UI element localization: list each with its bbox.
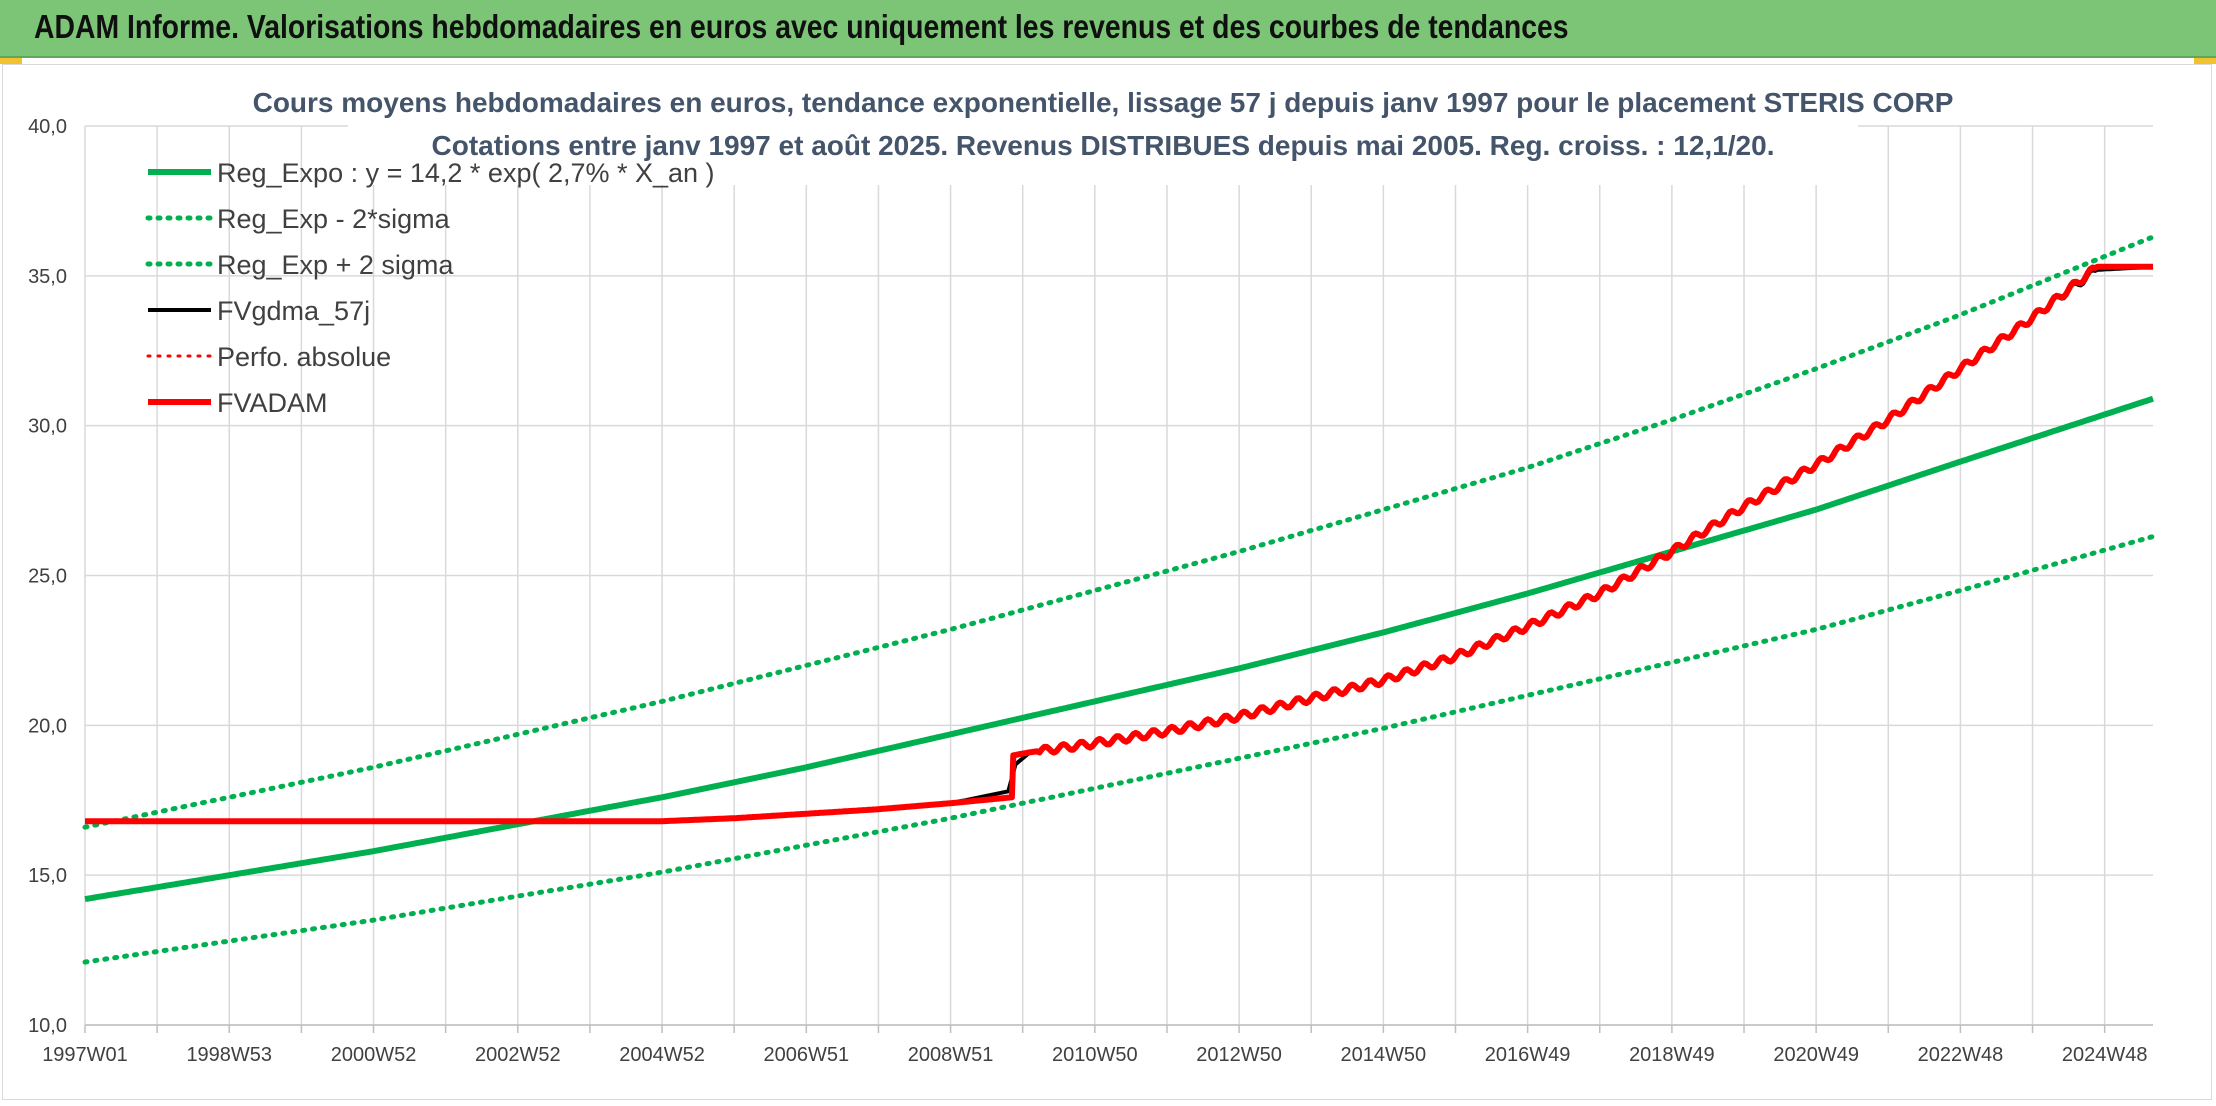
x-tick-label: 1998W53 — [186, 1044, 272, 1066]
x-tick-label: 2018W49 — [1629, 1044, 1715, 1066]
y-tick-label: 25,0 — [28, 566, 67, 588]
chart-title-background — [348, 77, 1858, 185]
y-tick-label: 20,0 — [28, 715, 67, 737]
chart: 10,0 15,0 20,0 25,0 30,0 35,0 40,0 1997W01 1998W… — [28, 77, 2156, 1066]
chart-frame: 10,0 15,0 20,0 25,0 30,0 35,0 40,0 1997W01 1998W… — [2, 64, 2212, 1100]
legend-label-3: FVgdma_57j — [217, 296, 370, 326]
corner-marker-left — [0, 58, 22, 64]
axes: 10,0 15,0 20,0 25,0 30,0 35,0 40,0 1997W01 1998W… — [28, 116, 2153, 1066]
chart-title-line1: Cours moyens hebdomadaires en euros, ten… — [253, 87, 1954, 118]
series-line-5 — [84, 263, 2154, 825]
corner-marker-right — [2194, 58, 2216, 64]
x-tick-label: 2006W51 — [763, 1044, 849, 1066]
legend-label-2: Reg_Exp + 2 sigma — [217, 250, 454, 280]
x-tick-label: 2010W50 — [1052, 1044, 1138, 1066]
header-bar: ADAM Informe. Valorisations hebdomadaire… — [0, 0, 2216, 58]
y-tick-label: 30,0 — [28, 416, 67, 438]
x-tick-label: 2004W52 — [619, 1044, 705, 1066]
x-tick-label: 2022W48 — [1918, 1044, 2004, 1066]
grid — [84, 125, 2153, 1026]
x-tick-label: 2016W49 — [1485, 1044, 1571, 1066]
legend-label-1: Reg_Exp - 2*sigma — [217, 204, 451, 234]
x-tick-label: 2024W48 — [2062, 1044, 2148, 1066]
x-tick-label: 2014W50 — [1341, 1044, 1427, 1066]
series-line-1 — [82, 534, 2156, 965]
legend-label-4: Perfo. absolue — [217, 342, 391, 372]
legend: Reg_Expo : y = 14,2 * exp( 2,7% * X_an )… — [145, 158, 715, 418]
chart-title-line2: Cotations entre janv 1997 et août 2025. … — [432, 130, 1775, 161]
x-tick-label: 2012W50 — [1196, 1044, 1282, 1066]
legend-label-0: Reg_Expo : y = 14,2 * exp( 2,7% * X_an ) — [217, 158, 715, 188]
x-tick-label: 2008W51 — [908, 1044, 994, 1066]
series-layer — [82, 234, 2156, 965]
y-tick-label: 10,0 — [28, 1015, 67, 1037]
x-tick-label: 2020W49 — [1773, 1044, 1859, 1066]
y-tick-label: 40,0 — [28, 116, 67, 138]
series-line-0 — [84, 395, 2154, 903]
x-tick-label: 1997W01 — [42, 1044, 128, 1066]
x-tick-label: 2002W52 — [475, 1044, 561, 1066]
legend-label-5: FVADAM — [217, 388, 328, 418]
x-tick-label: 2000W52 — [331, 1044, 417, 1066]
page-title: ADAM Informe. Valorisations hebdomadaire… — [34, 8, 1569, 45]
y-tick-label: 15,0 — [28, 865, 67, 887]
y-tick-label: 35,0 — [28, 266, 67, 288]
series-line-2 — [82, 234, 2156, 830]
